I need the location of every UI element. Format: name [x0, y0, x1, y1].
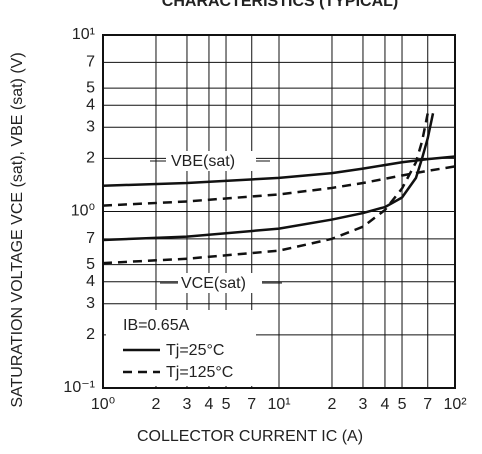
x-tick-label: 3: [359, 396, 368, 413]
x-tick-label: 7: [423, 396, 432, 413]
series-line: [102, 165, 456, 207]
x-tick-label: 10⁰: [91, 396, 115, 413]
series-line: [102, 155, 456, 187]
legend: Tj=25°C Tj=125°C: [123, 342, 233, 381]
legend-box: [106, 310, 256, 386]
annotation: IB=0.65A: [123, 317, 190, 334]
x-tick-label: 4: [205, 396, 214, 413]
chart-title: CHARACTERISTICS (TYPICAL): [162, 0, 398, 10]
curves: [102, 113, 456, 265]
label-bg: [166, 151, 256, 171]
y-axis-label: SATURATION VOLTAGE VCE (sat), VBE (sat) …: [9, 52, 26, 407]
y-tick-label: 4: [86, 96, 95, 113]
x-tick-label: 10²: [443, 396, 467, 413]
y-tick-label: 3: [86, 119, 95, 136]
y-tick-label: 7: [86, 230, 95, 247]
x-axis-label: COLLECTOR CURRENT IC (A): [137, 428, 363, 445]
series-line: [102, 113, 429, 265]
y-tick-label: 2: [86, 150, 95, 167]
x-tick-label: 5: [398, 396, 407, 413]
y-tick-label: 4: [86, 273, 95, 290]
legend-label: Tj=125°C: [166, 364, 233, 381]
x-tick-label: 3: [183, 396, 192, 413]
x-tick-label: 4: [381, 396, 390, 413]
series-line: [102, 113, 435, 242]
annotation: VCE(sat): [181, 275, 246, 292]
y-tick-label: 10¹: [72, 26, 95, 43]
x-tick-label: 10¹: [267, 396, 290, 413]
x-tick-label: 2: [328, 396, 337, 413]
legend-label: Tj=25°C: [166, 342, 224, 359]
y-tick-label: 2: [86, 326, 95, 343]
y-tick-label: 3: [86, 295, 95, 312]
x-tick-label: 5: [222, 396, 231, 413]
y-tick-label: 10⁻¹: [63, 379, 95, 396]
plot-frame: [102, 34, 456, 389]
x-tick-label: 2: [152, 396, 161, 413]
y-tick-label: 5: [86, 79, 95, 96]
y-tick-label: 10⁰: [71, 203, 95, 220]
y-tick-label: 5: [86, 256, 95, 273]
x-tick-label: 7: [247, 396, 256, 413]
y-tick-label: 7: [86, 54, 95, 71]
annotation: VBE(sat): [171, 153, 235, 170]
label-bg: [178, 273, 262, 293]
